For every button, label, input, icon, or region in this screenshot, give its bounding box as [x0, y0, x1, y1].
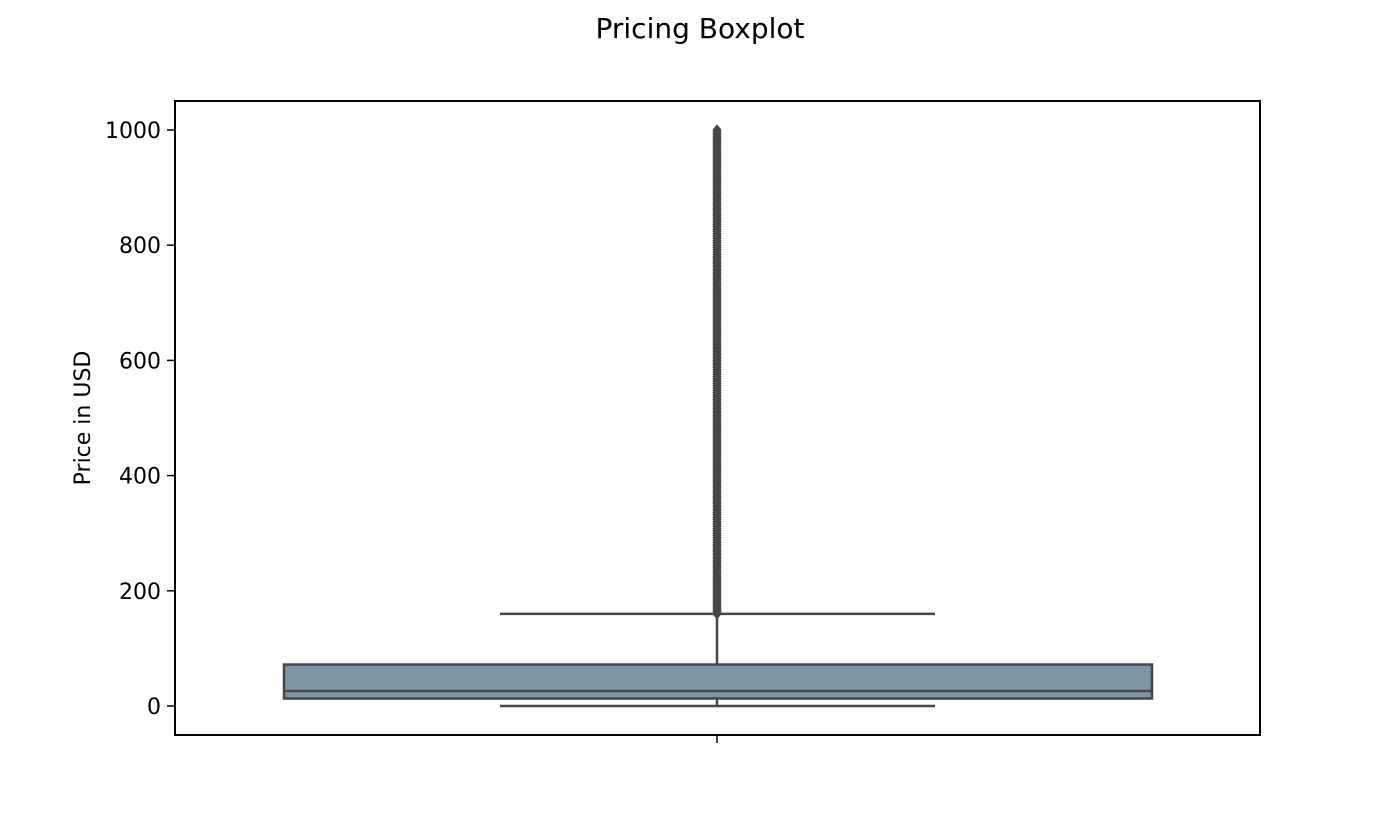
y-tick-label: 600	[119, 349, 161, 374]
y-axis-ticks: 0 200 400 600 800 1000	[105, 119, 175, 720]
y-tick-label: 1000	[105, 119, 161, 144]
chart-title: Pricing Boxplot	[596, 12, 805, 45]
y-tick-label: 0	[147, 695, 161, 720]
outlier-point	[712, 124, 722, 136]
box-series	[282, 124, 1154, 708]
y-tick-label: 800	[119, 234, 161, 259]
y-tick-label: 200	[119, 580, 161, 605]
y-axis-label: Price in USD	[71, 351, 96, 486]
iqr-box	[282, 663, 1154, 700]
outlier-points	[712, 124, 722, 620]
y-tick-label: 400	[119, 465, 161, 490]
